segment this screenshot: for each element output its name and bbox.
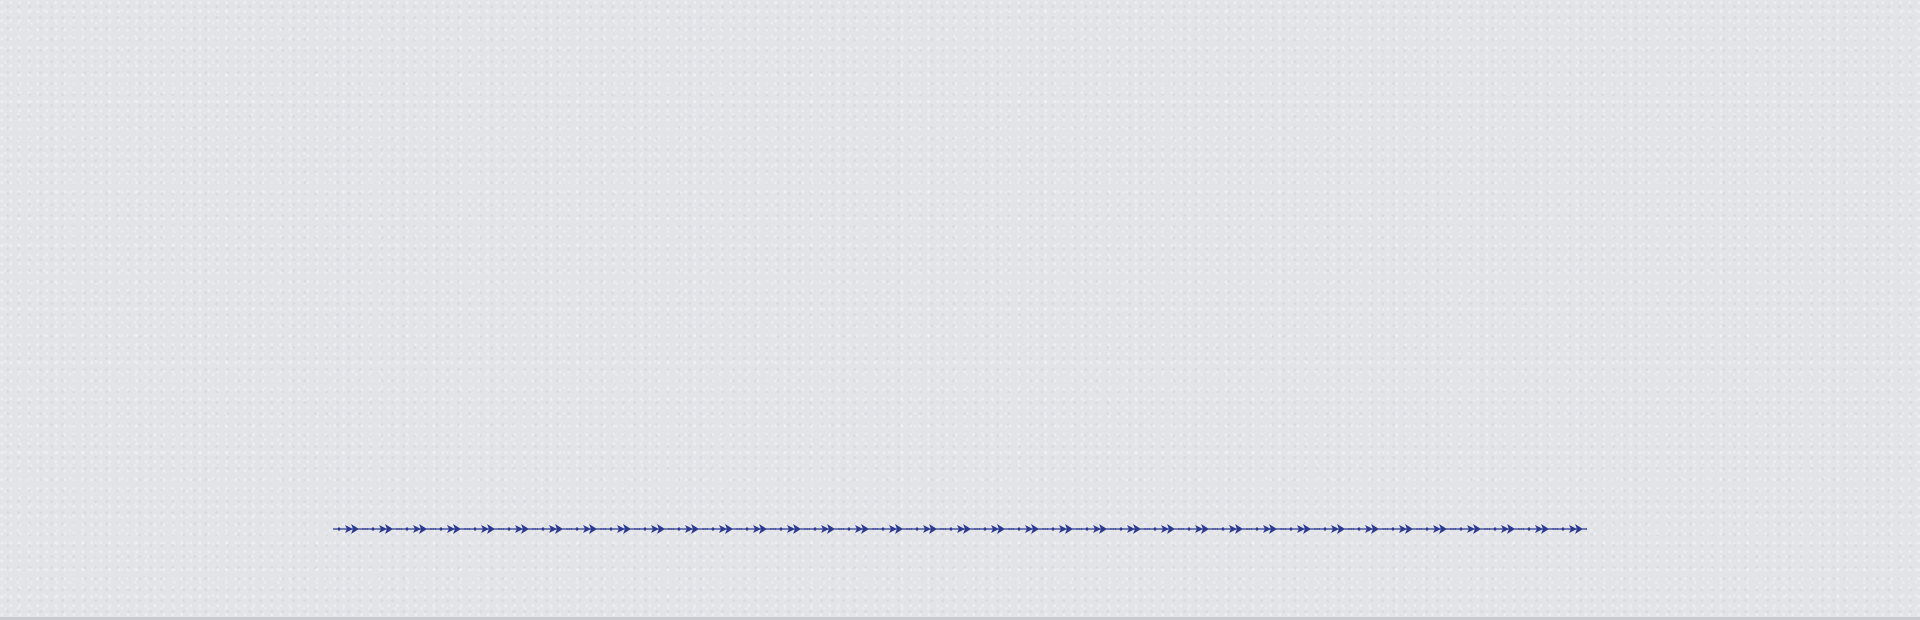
ornamental-divider bbox=[333, 523, 1587, 535]
page-bottom-edge bbox=[0, 617, 1920, 620]
fleur-ornament-border-icon bbox=[333, 524, 1587, 534]
